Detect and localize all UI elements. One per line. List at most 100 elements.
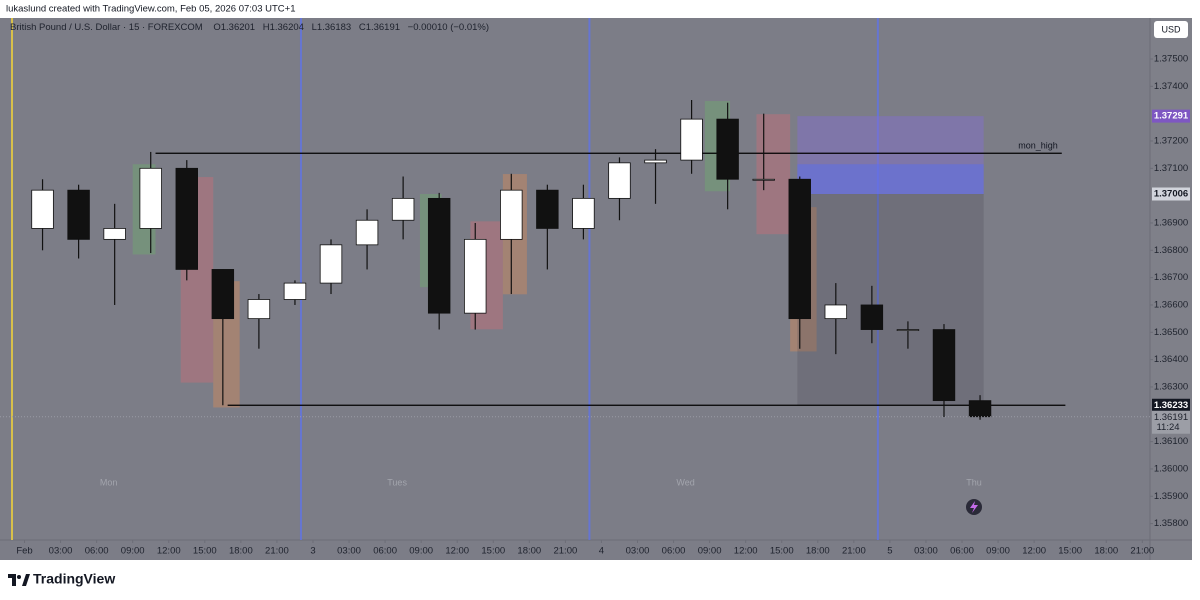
countdown: 11:24	[1156, 422, 1179, 433]
x-tick-label: 21:00	[1130, 546, 1154, 557]
legend-low: L1.36183	[312, 22, 352, 33]
legend-close: C1.36191	[359, 22, 400, 33]
last-price-label: 1.36191	[1154, 412, 1188, 423]
y-tick-label: 1.37200	[1154, 135, 1188, 146]
candle-body	[680, 118, 703, 161]
candle-body	[247, 299, 271, 320]
x-tick-label: 09:00	[986, 546, 1010, 557]
x-tick-label: 15:00	[481, 546, 505, 557]
candle-body	[608, 162, 631, 199]
last-price-box	[1152, 410, 1190, 434]
symbol-title: British Pound / U.S. Dollar · 15 · FOREX…	[10, 22, 203, 33]
zone	[756, 114, 791, 235]
x-tick-label: 06:00	[662, 546, 686, 557]
x-tick-label: 03:00	[626, 546, 650, 557]
price-label-box	[1152, 109, 1190, 123]
candle-body	[103, 228, 126, 240]
plot: Mon Tues Wed Thu mon_high 1.37500 1.37400 1.372…	[0, 18, 1190, 557]
x-tick-label: 18:00	[806, 546, 830, 557]
day-label: Mon	[100, 477, 118, 487]
x-tick-label: 4	[599, 546, 604, 557]
candle-body	[716, 118, 739, 180]
candle-body	[464, 238, 487, 314]
y-tick-label: 1.37500	[1154, 54, 1188, 65]
legend: British Pound / U.S. Dollar · 15 · FOREX…	[10, 22, 489, 33]
x-tick-label: 09:00	[409, 546, 433, 557]
x-tick-label: 18:00	[1094, 546, 1118, 557]
y-tick-label: 1.36300	[1154, 381, 1188, 392]
x-tick-label: 18:00	[229, 546, 253, 557]
currency-button[interactable]	[1154, 21, 1188, 38]
candle-body	[283, 282, 307, 300]
x-tick-label: 21:00	[553, 546, 577, 557]
price-label-box	[1152, 398, 1190, 412]
candle-body	[752, 178, 775, 181]
x-tick-label: 15:00	[1058, 546, 1082, 557]
x-tick-label: 12:00	[1022, 546, 1046, 557]
candle-body	[175, 167, 198, 270]
price-scale	[1150, 18, 1192, 560]
candle-body	[932, 329, 956, 402]
candle-body	[427, 197, 451, 314]
zone	[797, 194, 984, 406]
y-tick-label: 1.36100	[1154, 436, 1188, 447]
x-tick-label: 21:00	[265, 546, 289, 557]
price-label: 1.37291	[1154, 111, 1189, 122]
x-tick-label: 12:00	[157, 546, 181, 557]
day-label: Tues	[387, 477, 407, 487]
candle-body	[788, 178, 811, 320]
y-tick-label: 1.36400	[1154, 354, 1188, 365]
day-label: Thu	[966, 477, 982, 487]
y-tick-label: 1.35900	[1154, 491, 1188, 502]
x-tick-label: 18:00	[517, 546, 541, 557]
level-label: mon_high	[1018, 141, 1058, 151]
y-tick-label: 1.37400	[1154, 81, 1188, 92]
x-tick-label: 03:00	[337, 546, 361, 557]
candle-body	[536, 189, 559, 229]
candle-body	[319, 244, 343, 284]
logo	[8, 574, 30, 586]
chart-panel	[0, 18, 1192, 560]
x-tick-label: 09:00	[698, 546, 722, 557]
candle-body	[391, 197, 415, 221]
zone	[797, 164, 984, 195]
y-tick-label: 1.36600	[1154, 299, 1188, 310]
x-tick-label: 15:00	[770, 546, 794, 557]
candle-body	[572, 197, 595, 229]
x-tick-label: 09:00	[121, 546, 145, 557]
candle-body	[139, 167, 162, 229]
x-tick-label: 21:00	[842, 546, 866, 557]
x-tick-label: 06:00	[950, 546, 974, 557]
y-tick-label: 1.36900	[1154, 217, 1188, 228]
x-tick-label: 3	[310, 546, 315, 557]
candle-body	[968, 400, 992, 418]
x-tick-label: 03:00	[49, 546, 73, 557]
currency-label[interactable]: USD	[1161, 24, 1181, 34]
x-tick-label: 12:00	[734, 546, 758, 557]
x-tick-label: 03:00	[914, 546, 938, 557]
credit: lukaslund created with TradingView.com, …	[6, 4, 295, 15]
price-label-box	[1152, 187, 1190, 201]
legend-open: O1.36201	[213, 22, 255, 33]
y-tick-label: 1.36700	[1154, 272, 1188, 283]
candle-body	[896, 329, 920, 331]
y-tick-label: 1.37100	[1154, 163, 1188, 174]
lightning	[970, 501, 978, 513]
candle-body	[860, 304, 884, 330]
price-label: 1.37006	[1154, 189, 1188, 200]
legend-high: H1.36204	[263, 22, 304, 33]
candle-body	[355, 219, 379, 246]
price-label: 1.36233	[1154, 400, 1188, 411]
candle-body	[824, 304, 848, 320]
x-tick-label: Feb	[16, 546, 32, 557]
brand: TradingView	[33, 571, 115, 587]
candle-body	[500, 189, 523, 240]
y-tick-label: 1.36500	[1154, 327, 1188, 338]
x-tick-label: 06:00	[373, 546, 397, 557]
y-tick-label: 1.36800	[1154, 245, 1188, 256]
legend-change: −0.00010 (−0.01%)	[408, 22, 489, 33]
candle-body	[644, 159, 667, 164]
